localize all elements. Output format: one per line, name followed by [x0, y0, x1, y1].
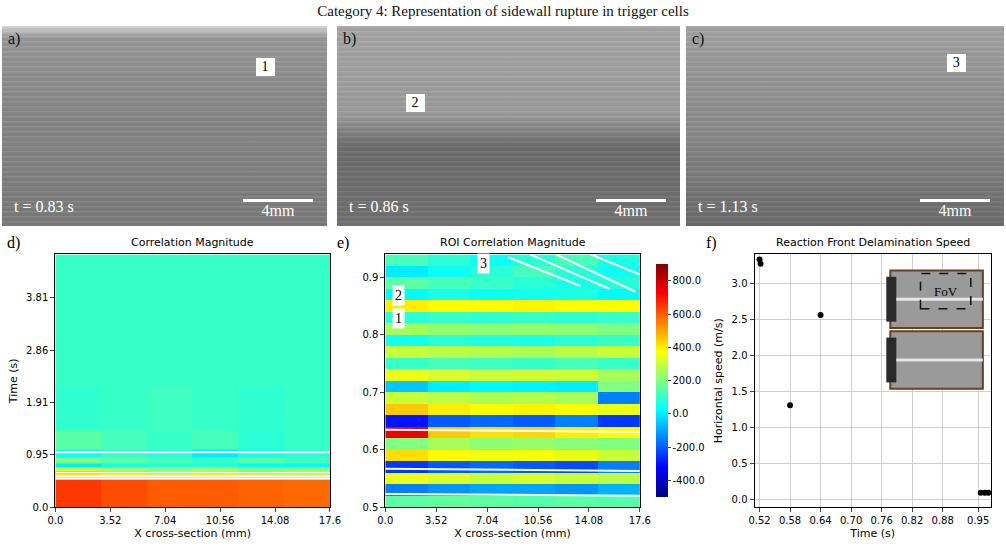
- svg-text:2.5: 2.5: [732, 314, 748, 325]
- html-text:b): b): [343, 30, 357, 47]
- svg-text:Correlation Magnitude: Correlation Magnitude: [131, 236, 254, 249]
- svg-text:10.56: 10.56: [524, 515, 553, 526]
- svg-text:0.0: 0.0: [47, 515, 63, 526]
- svg-text:0.7: 0.7: [362, 387, 378, 398]
- svg-text:0.82: 0.82: [901, 515, 923, 526]
- html-text:4mm: 4mm: [938, 202, 972, 219]
- html-text:c): c): [692, 30, 705, 47]
- svg-text:0.95: 0.95: [26, 449, 48, 460]
- svg-text:600.0: 600.0: [673, 309, 702, 320]
- svg-text:2.86: 2.86: [26, 345, 48, 356]
- html-text:Category 4: Representation of: Category 4: Representation of sidewall r…: [317, 3, 689, 19]
- svg-text:7.04: 7.04: [154, 515, 176, 526]
- svg-text:200.0: 200.0: [673, 375, 702, 386]
- svg-text:1.5: 1.5: [732, 386, 748, 397]
- svg-text:0.9: 0.9: [362, 272, 378, 283]
- svg-text:0.0: 0.0: [32, 502, 48, 513]
- html-text:3: 3: [952, 55, 960, 70]
- svg-text:0.5: 0.5: [732, 458, 748, 469]
- html-text:t = 1.13 s: t = 1.13 s: [698, 198, 758, 215]
- html-text:1: 1: [261, 59, 269, 74]
- svg-text:0.88: 0.88: [931, 515, 953, 526]
- svg-text:X cross-section (mm): X cross-section (mm): [454, 527, 571, 540]
- svg-text:14.08: 14.08: [261, 515, 290, 526]
- html-text:4mm: 4mm: [614, 202, 648, 219]
- svg-text:0.95: 0.95: [967, 515, 989, 526]
- svg-text:0.5: 0.5: [362, 502, 378, 513]
- svg-text:3.52: 3.52: [99, 515, 121, 526]
- svg-text:2.0: 2.0: [732, 350, 748, 361]
- svg-text:e): e): [337, 234, 349, 252]
- svg-text:3.52: 3.52: [425, 515, 447, 526]
- svg-text:3.81: 3.81: [26, 292, 48, 303]
- svg-text:17.6: 17.6: [319, 515, 341, 526]
- svg-text:3.0: 3.0: [732, 278, 748, 289]
- svg-text:1.0: 1.0: [732, 422, 748, 433]
- html-text:t = 0.86 s: t = 0.86 s: [349, 198, 409, 215]
- html-text:t = 0.83 s: t = 0.83 s: [14, 198, 74, 215]
- svg-text:Reaction Front Delamination Sp: Reaction Front Delamination Speed: [776, 236, 970, 249]
- svg-text:0.6: 0.6: [362, 444, 378, 455]
- html-text:4mm: 4mm: [261, 202, 295, 219]
- svg-text:0.0: 0.0: [377, 515, 393, 526]
- svg-text:400.0: 400.0: [673, 342, 702, 353]
- svg-text:17.6: 17.6: [629, 515, 651, 526]
- svg-text:0.0: 0.0: [732, 494, 748, 505]
- svg-text:0.70: 0.70: [840, 515, 862, 526]
- svg-text:0.64: 0.64: [809, 515, 831, 526]
- svg-text:800.0: 800.0: [673, 275, 702, 286]
- svg-text:2: 2: [395, 288, 402, 303]
- svg-text:0.0: 0.0: [673, 408, 689, 419]
- html-text:2: 2: [411, 95, 419, 110]
- html-text:a): a): [8, 30, 21, 47]
- svg-text:1: 1: [395, 311, 402, 326]
- svg-text:Horizontal speed (m/s): Horizontal speed (m/s): [712, 318, 725, 443]
- svg-text:ROI Correlation Magnitude: ROI Correlation Magnitude: [440, 236, 586, 249]
- svg-text:1.91: 1.91: [26, 397, 48, 408]
- svg-text:0.76: 0.76: [870, 515, 892, 526]
- svg-text:0.8: 0.8: [362, 329, 378, 340]
- svg-text:7.04: 7.04: [476, 515, 498, 526]
- svg-text:-400.0: -400.0: [673, 475, 705, 486]
- svg-text:3: 3: [480, 256, 487, 271]
- svg-text:d): d): [7, 234, 20, 252]
- svg-text:Time (s): Time (s): [7, 358, 20, 404]
- svg-text:-200.0: -200.0: [673, 442, 705, 453]
- svg-text:f): f): [706, 234, 717, 252]
- svg-text:10.56: 10.56: [206, 515, 235, 526]
- svg-text:X cross-section (mm): X cross-section (mm): [134, 527, 251, 540]
- svg-text:0.58: 0.58: [779, 515, 801, 526]
- svg-text:0.52: 0.52: [748, 515, 770, 526]
- svg-text:Time (s): Time (s): [849, 527, 895, 540]
- svg-text:FoV: FoV: [934, 284, 958, 299]
- svg-text:14.08: 14.08: [575, 515, 604, 526]
